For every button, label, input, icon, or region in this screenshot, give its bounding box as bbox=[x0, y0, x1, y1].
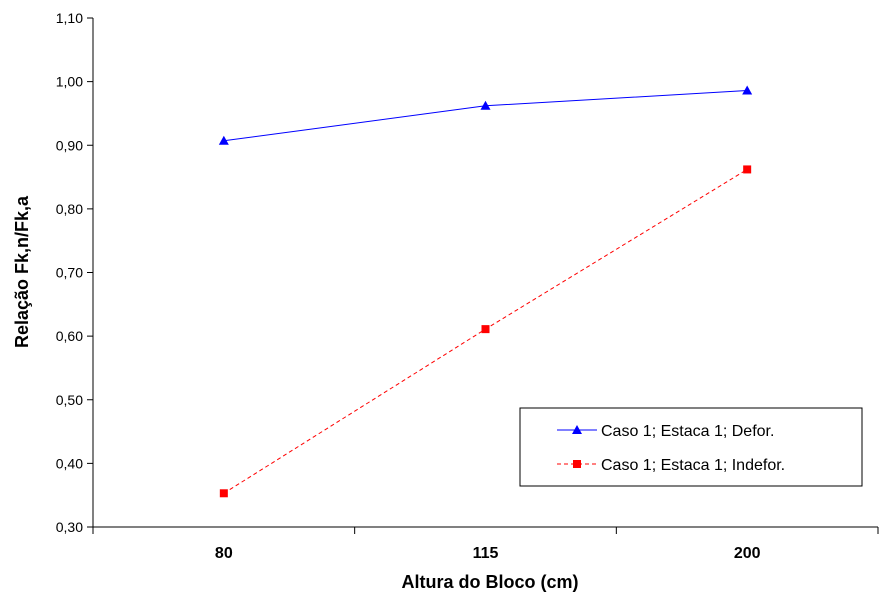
x-tick-label: 200 bbox=[734, 545, 761, 562]
series-line bbox=[223, 90, 748, 142]
x-axis: 80 115 200 bbox=[92, 526, 879, 562]
y-tick-label: 0,90 bbox=[56, 137, 83, 153]
triangle-marker bbox=[572, 425, 582, 434]
triangle-marker bbox=[742, 85, 753, 95]
triangle-marker bbox=[218, 135, 229, 145]
data-series-2 bbox=[219, 165, 752, 498]
y-tick-label: 0,80 bbox=[56, 201, 83, 217]
y-axis: 0,30 0,40 0,50 0,60 0,70 0,80 0,90 1,00 1,10 bbox=[56, 10, 94, 535]
series-layer bbox=[218, 85, 753, 498]
x-axis-title: Altura do Bloco (cm) bbox=[401, 572, 578, 592]
y-tick-label: 0,60 bbox=[56, 328, 83, 344]
legend: Caso 1; Estaca 1; Defor. Caso 1; Estaca 1… bbox=[519, 407, 863, 487]
square-marker bbox=[743, 165, 752, 174]
y-axis-title: Relação Fk,n/Fk,a bbox=[12, 195, 32, 348]
square-marker bbox=[573, 460, 581, 468]
y-tick-label: 0,40 bbox=[56, 455, 83, 471]
legend-box bbox=[519, 407, 863, 487]
legend-label: Caso 1; Estaca 1; Indefor. bbox=[601, 457, 785, 474]
data-series-1 bbox=[218, 85, 753, 145]
legend-label: Caso 1; Estaca 1; Defor. bbox=[601, 423, 774, 440]
square-marker bbox=[481, 325, 490, 334]
y-tick-label: 1,00 bbox=[56, 74, 83, 90]
y-tick-label: 1,10 bbox=[56, 10, 83, 26]
x-tick-label: 80 bbox=[215, 545, 233, 562]
y-tick-label: 0,50 bbox=[56, 392, 83, 408]
square-marker bbox=[219, 489, 228, 498]
y-tick-label: 0,30 bbox=[56, 519, 83, 535]
x-tick-label: 115 bbox=[473, 545, 499, 562]
y-tick-label: 0,70 bbox=[56, 265, 83, 281]
triangle-marker bbox=[480, 100, 491, 110]
